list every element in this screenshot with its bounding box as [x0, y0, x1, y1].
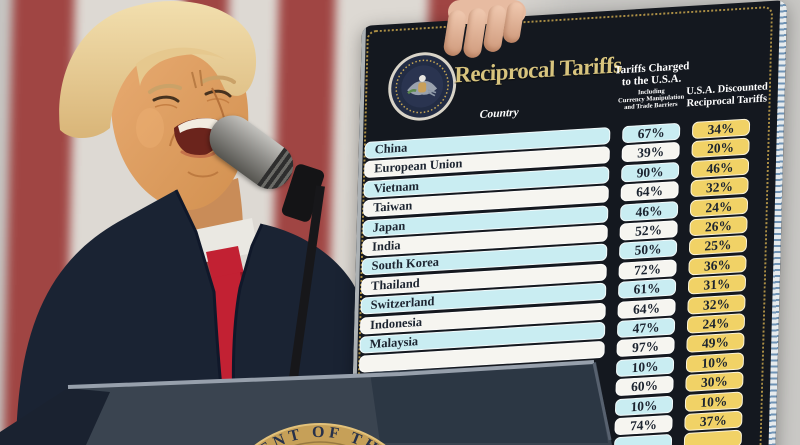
tie-knot — [206, 246, 244, 280]
hair-strand — [136, 47, 226, 86]
hand-holding-board — [442, 0, 532, 64]
podium-edge-highlight — [67, 360, 595, 389]
cheek-highlight — [136, 108, 164, 148]
teleprompter-slab — [370, 362, 608, 443]
chin-crease — [187, 171, 219, 178]
podium-right-edge — [592, 362, 612, 441]
eyebrow — [148, 83, 182, 94]
seal-arc-text: ENT OF TH — [256, 424, 379, 445]
face — [111, 37, 249, 211]
lower-lip — [180, 150, 218, 158]
eyebrow — [200, 75, 236, 84]
hair — [59, 1, 257, 139]
brow-furrow — [191, 69, 203, 89]
podium-presidential-seal: ENT OF TH — [254, 423, 386, 445]
reciprocal-tariffs-board: Reciprocal Tariffs Country Tariffs Charg… — [349, 0, 788, 445]
eye — [204, 89, 232, 98]
eye — [152, 95, 180, 103]
svg-text:ENT OF TH: ENT OF TH — [256, 424, 383, 445]
under-eye-line — [154, 98, 230, 109]
presidential-seal-icon — [388, 52, 457, 121]
podium-left-facet — [0, 388, 110, 445]
teeth — [178, 118, 219, 133]
